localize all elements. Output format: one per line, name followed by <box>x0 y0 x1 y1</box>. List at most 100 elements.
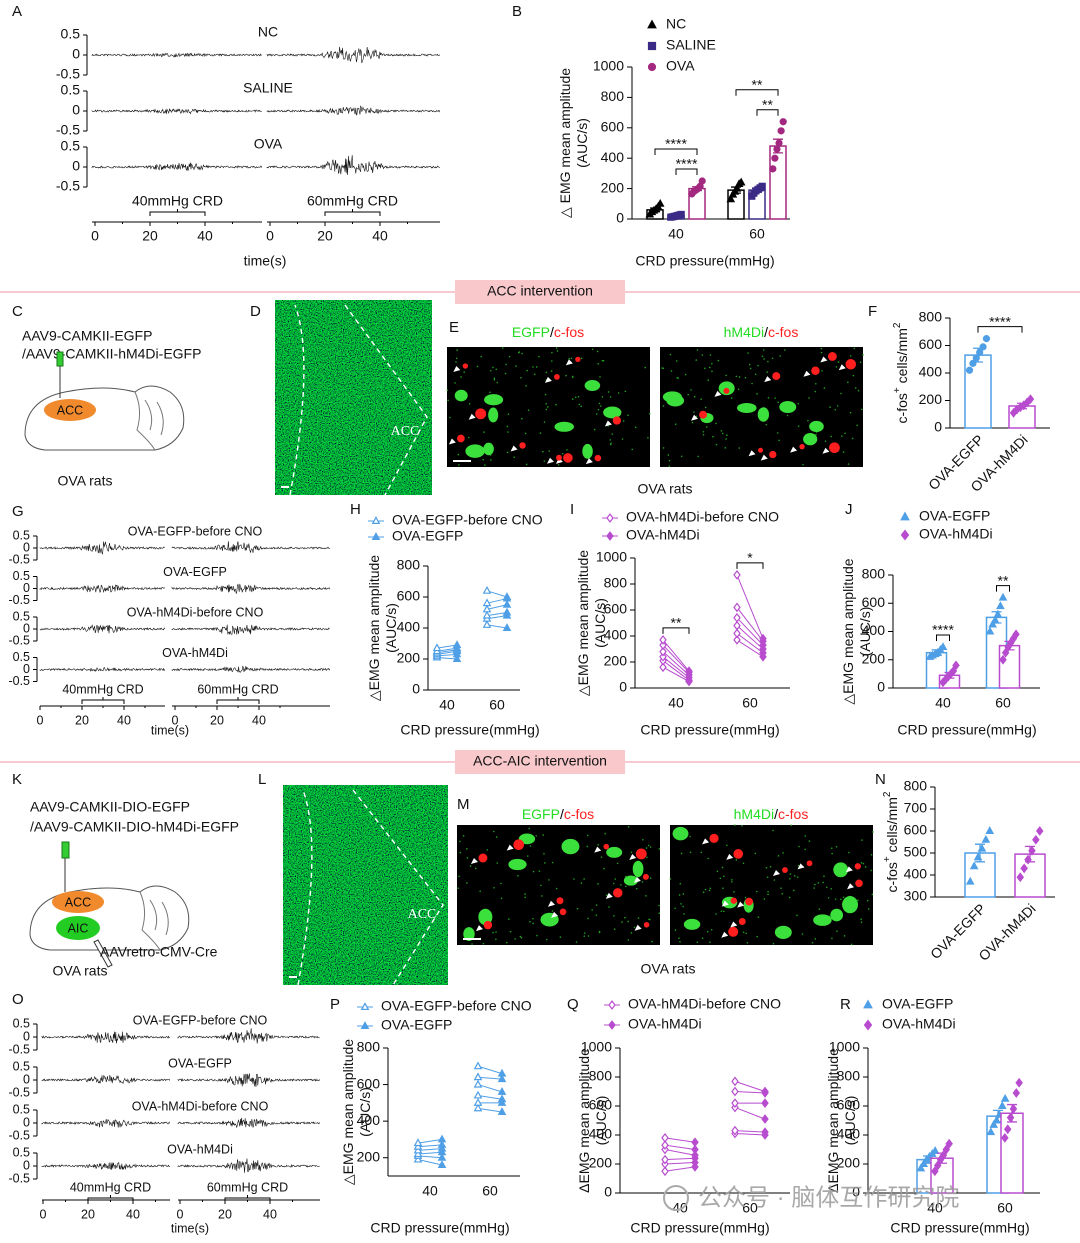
speckle <box>515 365 517 367</box>
speckle <box>532 922 534 925</box>
speckle <box>544 393 547 396</box>
virus-label: AAVretro-CMV-Cre <box>100 944 218 960</box>
trace-y-tick-label: -0.5 <box>8 593 30 607</box>
arrowhead <box>585 458 593 465</box>
data-point <box>473 1072 483 1081</box>
speckle <box>476 365 479 368</box>
data-point <box>482 620 492 628</box>
speckle <box>756 935 758 938</box>
significance-bracket <box>735 89 779 96</box>
speckle <box>860 918 862 920</box>
speckle <box>459 840 461 843</box>
speckle <box>463 371 465 373</box>
red-cell <box>603 843 610 850</box>
speckle <box>797 402 800 405</box>
speckle <box>721 432 724 435</box>
speckle <box>716 870 719 873</box>
speckle <box>495 368 498 371</box>
speckle <box>804 848 806 851</box>
pair-line <box>436 644 458 649</box>
y-tick-label: 200 <box>919 391 943 407</box>
speckle <box>548 879 550 881</box>
y-tick-label: 0 <box>619 679 627 695</box>
speckle <box>529 920 531 923</box>
trace-y-tick-label: 0.5 <box>13 1145 30 1159</box>
data-point <box>945 1138 953 1149</box>
arrowhead <box>551 911 559 918</box>
y-tick-label: 600 <box>397 588 421 604</box>
arrowhead <box>730 921 738 928</box>
green-cell <box>488 407 499 423</box>
trace-y-tick-label: -0.5 <box>8 1128 30 1142</box>
speckle <box>603 867 605 870</box>
speckle <box>507 431 509 433</box>
emg-trace <box>177 1117 320 1129</box>
speckle <box>747 352 749 354</box>
data-point <box>659 646 667 657</box>
speckle <box>479 890 481 892</box>
speckle <box>808 840 811 842</box>
y-tick-label: 200 <box>604 653 628 669</box>
speckle <box>551 861 554 864</box>
data-point <box>452 640 462 649</box>
trace-name: OVA-hM4Di <box>167 1142 233 1156</box>
speckle <box>648 412 651 415</box>
green-cell <box>737 402 757 414</box>
panel-letter: L <box>258 771 266 788</box>
pair-line <box>736 633 764 654</box>
data-point <box>997 1101 1007 1110</box>
speckle <box>708 889 711 892</box>
emg-trace <box>41 1031 170 1044</box>
crd-label: 40mmHg CRD <box>70 1180 151 1194</box>
speckle <box>545 371 548 374</box>
speckle <box>601 359 604 362</box>
red-cell <box>845 359 857 370</box>
speckle <box>754 852 757 855</box>
data-point <box>733 570 741 580</box>
speckle <box>550 370 553 372</box>
data-point <box>965 366 974 374</box>
pair-line <box>662 666 690 682</box>
speckle <box>749 367 752 370</box>
x-tick-label: 40 <box>439 697 455 713</box>
speckle <box>457 453 460 456</box>
data-point <box>661 1133 669 1143</box>
speckle <box>466 857 469 859</box>
significance-bracket <box>756 109 779 116</box>
speckle <box>627 826 630 828</box>
pair-line <box>662 656 690 678</box>
significance-label: **** <box>932 622 954 638</box>
speckle <box>715 913 717 915</box>
red-cell <box>811 366 820 375</box>
speckle <box>777 401 779 404</box>
x-axis-title: CRD pressure(mmHg) <box>640 722 779 738</box>
arrowhead <box>726 853 734 860</box>
data-point <box>979 343 987 351</box>
arrowhead <box>633 876 641 883</box>
legend-label: NC <box>666 16 686 32</box>
data-point <box>691 1137 699 1148</box>
x-axis-title: CRD pressure(mmHg) <box>630 1220 769 1236</box>
speckle <box>682 905 684 908</box>
y-axis-title: (AUC/s) <box>383 603 399 653</box>
speckle <box>840 898 842 901</box>
speckle <box>744 376 747 379</box>
emg-trace <box>171 624 330 636</box>
legend-marker <box>360 1021 370 1030</box>
speckle <box>571 398 574 400</box>
trace-y-tick-label: 0.5 <box>13 650 30 664</box>
x-axis-title: CRD pressure(mmHg) <box>635 253 774 269</box>
x-tick-label: 40 <box>422 1183 438 1199</box>
pair-line <box>417 1144 443 1148</box>
speckle <box>847 463 850 465</box>
speckle <box>804 835 807 837</box>
speckle <box>738 376 741 378</box>
speckle <box>613 914 615 917</box>
speckle <box>669 353 672 356</box>
panel-letter: F <box>868 303 877 320</box>
speckle <box>540 884 542 887</box>
speckle <box>680 852 683 855</box>
speckle <box>505 941 508 944</box>
speckle <box>458 464 460 466</box>
green-cell <box>774 925 792 939</box>
